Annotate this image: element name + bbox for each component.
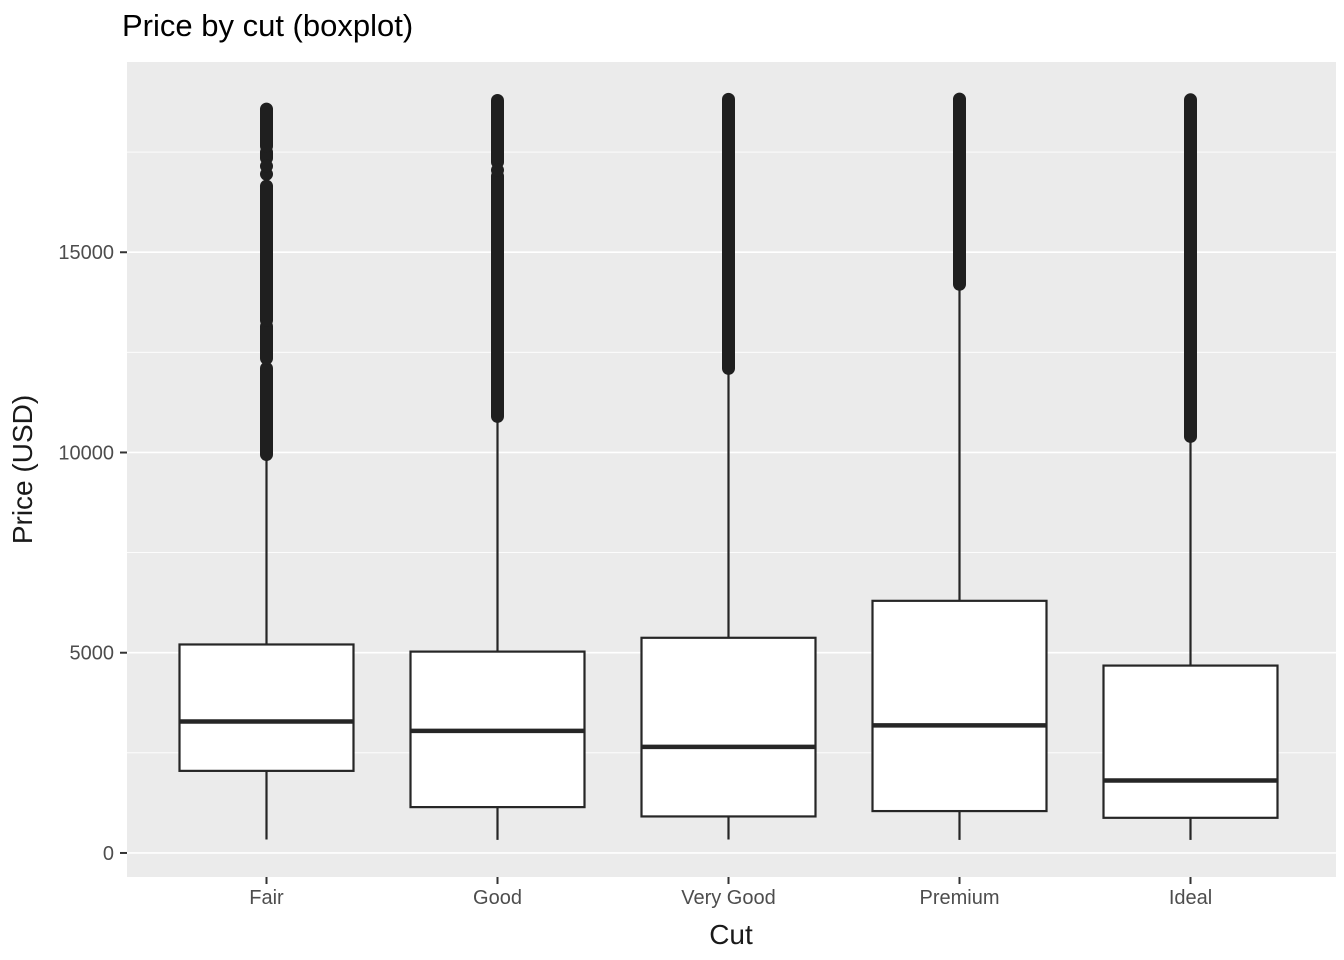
y-axis-title: Price (USD) bbox=[7, 395, 38, 544]
x-axis-title: Cut bbox=[709, 919, 753, 950]
chart-title: Price by cut (boxplot) bbox=[122, 8, 413, 43]
y-tick-label: 5000 bbox=[70, 643, 115, 665]
x-tick-label: Fair bbox=[249, 887, 284, 909]
x-tick-label: Very Good bbox=[681, 887, 776, 909]
iqr-box bbox=[1102, 664, 1279, 819]
x-tick-label: Premium bbox=[919, 887, 999, 909]
y-tick-label: 15000 bbox=[58, 242, 114, 264]
y-tick-label: 0 bbox=[103, 843, 114, 865]
box-group-good bbox=[409, 94, 586, 840]
x-tick-label: Ideal bbox=[1169, 887, 1212, 909]
iqr-box bbox=[178, 643, 355, 772]
box-group-premium bbox=[871, 92, 1048, 840]
iqr-box bbox=[871, 599, 1048, 813]
box-group-very-good bbox=[640, 92, 817, 840]
box-group-ideal bbox=[1102, 93, 1279, 840]
y-tick-label: 10000 bbox=[58, 442, 114, 464]
outlier-point bbox=[260, 159, 273, 173]
x-tick-label: Good bbox=[473, 887, 522, 909]
outlier-point bbox=[491, 163, 504, 177]
axis-layer: 0 5000 10000 15000 Fair Good Very Good Premium I… bbox=[58, 242, 1212, 909]
box-group-fair bbox=[178, 102, 355, 840]
panel-layer bbox=[127, 62, 1336, 877]
iqr-box bbox=[640, 636, 817, 818]
